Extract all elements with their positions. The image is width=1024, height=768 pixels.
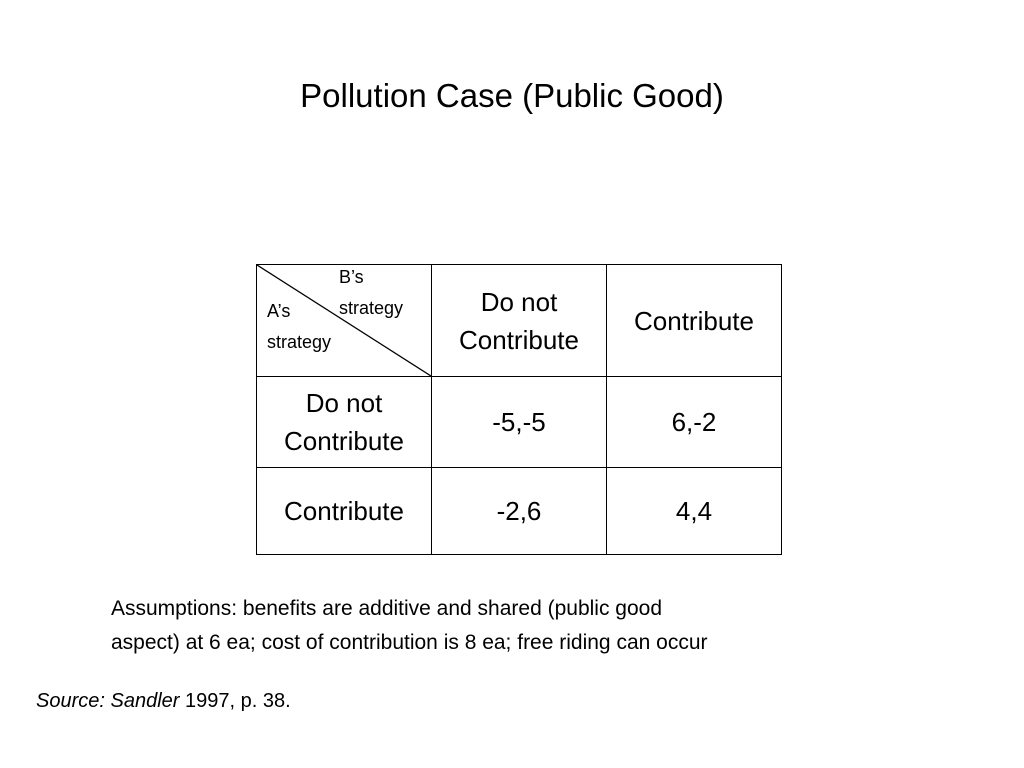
matrix-header-row: B’s strategy A’s strategy Do not Contrib… xyxy=(256,264,782,377)
row-player-label-line2: strategy xyxy=(267,332,332,352)
payoff-cell: -5,-5 xyxy=(431,376,607,468)
row-player-label-line1: A’s xyxy=(267,301,291,321)
assumptions-text: Assumptions: benefits are additive and s… xyxy=(111,597,708,654)
matrix-row-contribute: Contribute -2,6 4,4 xyxy=(256,467,782,555)
col-player-label-line2: strategy xyxy=(339,298,404,318)
payoff-cell: 4,4 xyxy=(606,467,782,555)
source-citation: Source: Sandler 1997, p. 38. xyxy=(36,686,291,716)
diagonal-divider xyxy=(257,265,431,376)
payoff-cell: -2,6 xyxy=(431,467,607,555)
row-header-do-not-contribute: Do not Contribute xyxy=(256,376,432,468)
matrix-row-do-not-contribute: Do not Contribute -5,-5 6,-2 xyxy=(256,376,782,468)
source-prefix: Source: Sandler xyxy=(36,690,180,712)
corner-cell: B’s strategy A’s strategy xyxy=(256,264,432,377)
payoff-cell: 6,-2 xyxy=(606,376,782,468)
col-player-label-line1: B’s xyxy=(339,267,364,287)
col-header-contribute: Contribute xyxy=(606,264,782,377)
slide-title: Pollution Case (Public Good) xyxy=(300,77,724,114)
row-header-contribute: Contribute xyxy=(256,467,432,555)
source-rest: 1997, p. 38. xyxy=(179,690,291,712)
payoff-matrix: B’s strategy A’s strategy Do not Contrib… xyxy=(256,264,782,555)
col-header-do-not-contribute: Do not Contribute xyxy=(431,264,607,377)
